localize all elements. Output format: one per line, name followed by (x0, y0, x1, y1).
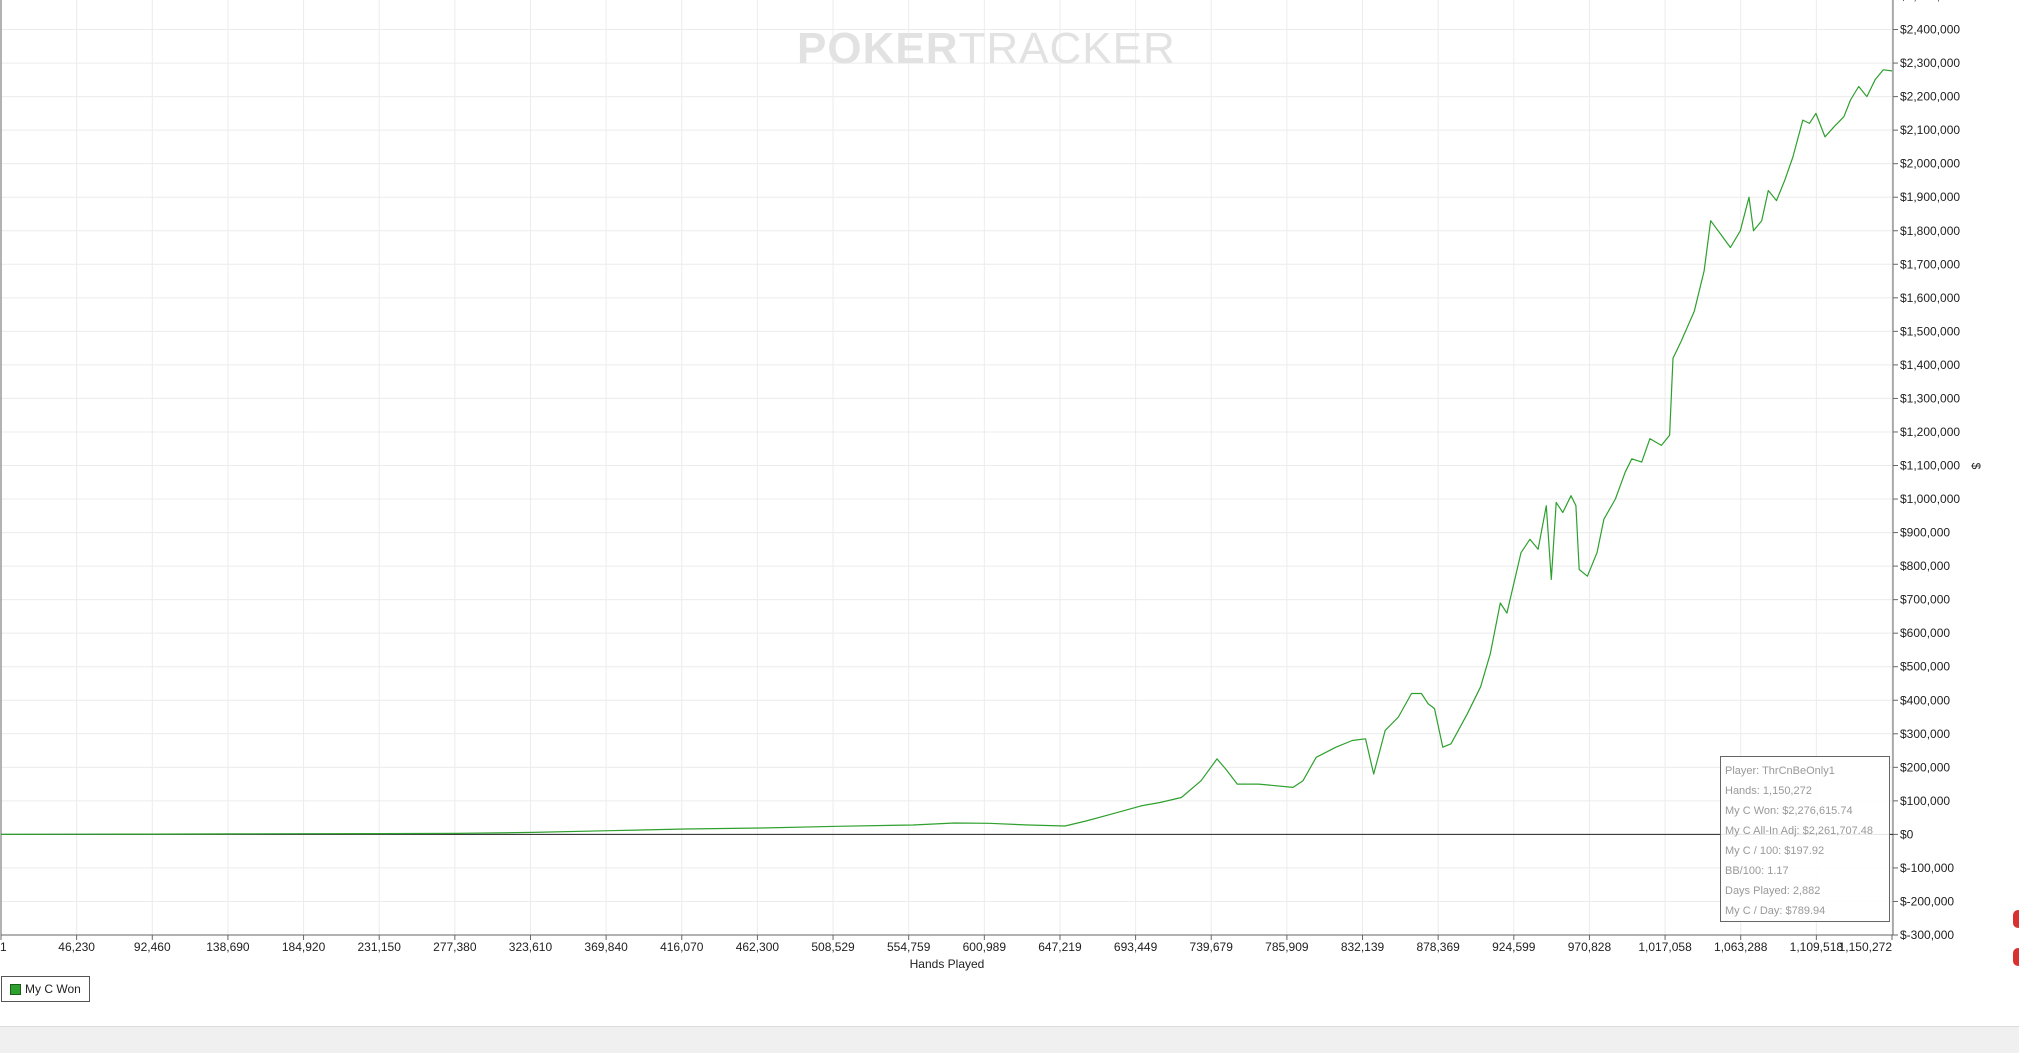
x-tick-label: 231,150 (358, 940, 402, 954)
x-tick-label: 739,679 (1190, 940, 1234, 954)
y-tick-label: $1,500,000 (1900, 324, 1960, 338)
y-ticks: $2,500,000 $2,400,000 $2,300,000 $2,200,000… (1893, 0, 1960, 942)
x-tick-label: 1,150,272 (1839, 940, 1893, 954)
x-tick-label: 693,449 (1114, 940, 1158, 954)
series-layer (0, 69, 1893, 835)
x-tick-label: 1,063,288 (1714, 940, 1768, 954)
hover-tooltip: Player: ThrCnBeOnly1 Hands: 1,150,272 My… (1720, 756, 1890, 922)
tooltip-won: My C Won: $2,276,615.74 (1725, 805, 1853, 817)
tooltip-allin-adj: My C All-In Adj: $2,261,707.48 (1725, 825, 1873, 837)
x-tick-label: 277,380 (433, 940, 477, 954)
x-tick-label: 924,599 (1492, 940, 1536, 954)
watermark-part2: KER (863, 24, 959, 73)
y-tick-label: $2,100,000 (1900, 123, 1960, 137)
tooltip-bb-100: BB/100: 1.17 (1725, 865, 1789, 877)
y-tick-label: $1,100,000 (1900, 459, 1960, 473)
y-tick-label: $1,000,000 (1900, 492, 1960, 506)
y-tick-label: $2,000,000 (1900, 157, 1960, 171)
y-tick-label: $1,400,000 (1900, 358, 1960, 372)
x-tick-label: 970,828 (1568, 940, 1612, 954)
y-tick-label: $300,000 (1900, 727, 1950, 741)
x-tick-label: 554,759 (887, 940, 931, 954)
y-tick-label: $1,300,000 (1900, 391, 1960, 405)
record-icon (2013, 948, 2019, 966)
watermark: POKERTRACKER (797, 24, 1176, 73)
y-tick-label: $500,000 (1900, 660, 1950, 674)
y-tick-label: $2,300,000 (1900, 56, 1960, 70)
y-axis-title: $ (1969, 463, 1983, 470)
y-tick-label: $2,500,000 (1900, 0, 1960, 3)
x-axis-title: Hands Played (910, 957, 985, 971)
tooltip-player: Player: ThrCnBeOnly1 (1725, 765, 1835, 777)
legend-swatch (10, 983, 21, 995)
y-tick-label: $1,700,000 (1900, 257, 1960, 271)
x-tick-label: 832,139 (1341, 940, 1385, 954)
y-tick-label: $1,800,000 (1900, 224, 1960, 238)
y-tick-label: $600,000 (1900, 626, 1950, 640)
y-tick-label: $1,200,000 (1900, 425, 1960, 439)
record-icon (2013, 910, 2019, 928)
y-tick-label: $700,000 (1900, 593, 1950, 607)
x-tick-label: 462,300 (736, 940, 780, 954)
y-tick-label: $800,000 (1900, 559, 1950, 573)
svg-text:POKERTRACKER: POKERTRACKER (797, 24, 1176, 73)
x-ticks: 1 46,230 92,460 138,690 184,920 231,150 277,38… (0, 935, 1893, 954)
y-tick-label: $400,000 (1900, 693, 1950, 707)
x-tick-label: 369,840 (584, 940, 628, 954)
y-tick-label: $0 (1900, 827, 1914, 841)
watermark-part3: TRACKER (958, 24, 1175, 73)
y-tick-label: $-100,000 (1900, 861, 1954, 875)
tooltip-per-100: My C / 100: $197.92 (1725, 845, 1825, 857)
x-tick-label: 878,369 (1416, 940, 1460, 954)
series-line-my-c-won (0, 69, 1893, 835)
grid (1, 0, 1893, 935)
x-tick-label: 138,690 (206, 940, 250, 954)
x-tick-label: 508,529 (811, 940, 855, 954)
x-tick-label: 1,017,058 (1638, 940, 1692, 954)
tooltip-hands: Hands: 1,150,272 (1725, 785, 1812, 797)
x-tick-label: 184,920 (282, 940, 326, 954)
tooltip-days: Days Played: 2,882 (1725, 885, 1821, 897)
y-tick-label: $900,000 (1900, 526, 1950, 540)
y-tick-label: $200,000 (1900, 760, 1950, 774)
x-tick-label: 92,460 (134, 940, 171, 954)
y-tick-label: $2,400,000 (1900, 23, 1960, 37)
x-tick-label: 600,989 (963, 940, 1007, 954)
y-tick-label: $1,600,000 (1900, 291, 1960, 305)
status-strip (0, 1026, 2019, 1053)
y-tick-label: $1,900,000 (1900, 190, 1960, 204)
y-tick-label: $2,200,000 (1900, 90, 1960, 104)
watermark-part1: PO (797, 24, 863, 73)
x-tick-label: 1,109,518 (1790, 940, 1844, 954)
y-tick-label: $100,000 (1900, 794, 1950, 808)
x-tick-label: 46,230 (58, 940, 95, 954)
y-tick-label: $-200,000 (1900, 894, 1954, 908)
x-tick-label: 1 (0, 940, 7, 954)
legend[interactable]: My C Won (1, 976, 90, 1002)
y-tick-label: $-300,000 (1900, 928, 1954, 942)
x-tick-label: 647,219 (1038, 940, 1082, 954)
legend-label: My C Won (25, 982, 81, 996)
x-tick-label: 416,070 (660, 940, 704, 954)
tooltip-per-day: My C / Day: $789.94 (1725, 905, 1826, 917)
x-tick-label: 785,909 (1265, 940, 1309, 954)
x-tick-label: 323,610 (509, 940, 553, 954)
window-edge (2010, 900, 2019, 1050)
